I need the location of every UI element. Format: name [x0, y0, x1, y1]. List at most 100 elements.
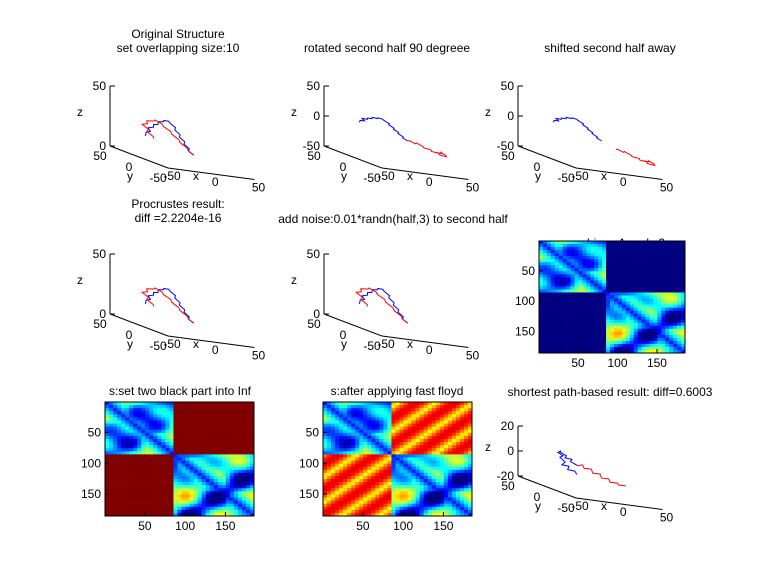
heatmap-cell [677, 328, 682, 333]
heatmap-cell [681, 274, 686, 278]
heatmap-cell [558, 319, 563, 324]
heatmap-cell [347, 512, 352, 517]
heatmap-cell [407, 454, 412, 458]
heatmap-cell [205, 454, 211, 458]
heatmap-cell [185, 506, 190, 511]
heatmap-cell [225, 512, 231, 517]
heatmap-cell [657, 337, 662, 342]
heatmap-cell [363, 451, 368, 455]
chart-title: s:set two black part into Inf [109, 384, 252, 398]
heatmap-cell [435, 414, 441, 418]
heatmap-cell [197, 491, 202, 495]
heatmap-cell [221, 426, 227, 431]
heatmap-cell [209, 442, 215, 446]
heatmap-cell [197, 442, 202, 446]
heatmap-cell [165, 506, 170, 511]
heatmap-cell [435, 417, 441, 421]
heatmap-cell [241, 429, 247, 434]
heatmap-cell [546, 292, 552, 296]
heatmap-cell [339, 491, 344, 495]
heatmap-cell [602, 319, 607, 324]
heatmap-cell [554, 316, 560, 321]
y-axis-line [323, 313, 383, 337]
heatmap-cell [153, 506, 158, 511]
heatmap-cell [451, 420, 457, 424]
heatmap-cell [598, 241, 603, 245]
heatmap-cell [610, 328, 615, 333]
heatmap-cell [641, 265, 646, 269]
heatmap-cell [613, 313, 619, 317]
heatmap-cell [185, 423, 190, 427]
heatmap-cell [677, 313, 682, 317]
heatmap-cell [229, 475, 235, 480]
heatmap-cell [463, 485, 469, 489]
heatmap-cell [347, 445, 352, 449]
heatmap-cell [367, 451, 372, 455]
heatmap-cell [459, 438, 465, 443]
heatmap-cell [403, 488, 408, 492]
heatmap-cell [578, 307, 583, 311]
heatmap-cell [331, 414, 336, 418]
heatmap-cell [574, 250, 579, 254]
heatmap-cell [331, 402, 336, 406]
heatmap-cell [602, 331, 607, 336]
heatmap-cell [237, 414, 243, 418]
heatmap-cell [613, 253, 619, 257]
heatmap-cell [419, 469, 424, 474]
heatmap-cell [403, 423, 408, 427]
heatmap-cell [633, 253, 638, 257]
heatmap-cell [451, 414, 457, 418]
heatmap-cell [177, 472, 182, 477]
heatmap-cell [669, 310, 674, 314]
heatmap-cell [610, 313, 615, 317]
heatmap-cell [225, 503, 231, 508]
heatmap-cell [383, 442, 388, 446]
heatmap-cell [590, 247, 595, 251]
heatmap-cell [594, 262, 599, 266]
heatmap-cell [355, 506, 360, 511]
heatmap-cell [173, 445, 178, 449]
heatmap-cell [419, 457, 424, 461]
heatmap-cell [427, 414, 433, 418]
heatmap-cell [590, 298, 595, 302]
heatmap-cell [383, 402, 388, 406]
heatmap-cell [113, 509, 118, 514]
heatmap-cell [375, 402, 380, 406]
heatmap-cell [125, 494, 130, 498]
heatmap-cell [363, 408, 368, 412]
heatmap-cell [363, 435, 368, 440]
heatmap-cell [217, 503, 223, 508]
heatmap-cell [387, 426, 392, 431]
heatmap-cell [185, 402, 190, 406]
heatmap-cell [629, 283, 635, 287]
heatmap-cell [327, 442, 332, 446]
heatmap-cell [665, 295, 670, 299]
heatmap-cell [459, 435, 465, 440]
heatmap-cell [363, 497, 368, 501]
heatmap-cell [625, 262, 631, 266]
heatmap-cell [245, 503, 251, 508]
heatmap-cell [233, 494, 239, 498]
heatmap-cell [197, 448, 202, 452]
x-axis-label: x [601, 169, 607, 183]
heatmap-cell [590, 259, 595, 263]
heatmap-cell [181, 485, 186, 489]
heatmap-cell [570, 328, 575, 333]
heatmap-cell [633, 274, 638, 278]
heatmap-cell [157, 488, 162, 492]
heatmap-cell [657, 316, 662, 321]
heatmap-cell [149, 414, 154, 418]
heatmap-cell [443, 463, 449, 467]
heatmap-cell [391, 460, 396, 464]
heatmap-cell [245, 451, 251, 455]
heatmap-cell [539, 310, 544, 314]
heatmap-cell [379, 509, 384, 514]
heatmap-cell [546, 334, 552, 339]
heatmap-cell [455, 408, 461, 412]
heatmap-cell [117, 417, 122, 421]
heatmap-cell [331, 488, 336, 492]
heatmap-cell [403, 429, 408, 434]
chart-title: set overlapping size:10 [117, 41, 240, 55]
heatmap-cell [105, 485, 110, 489]
heatmap-cell [141, 460, 146, 464]
